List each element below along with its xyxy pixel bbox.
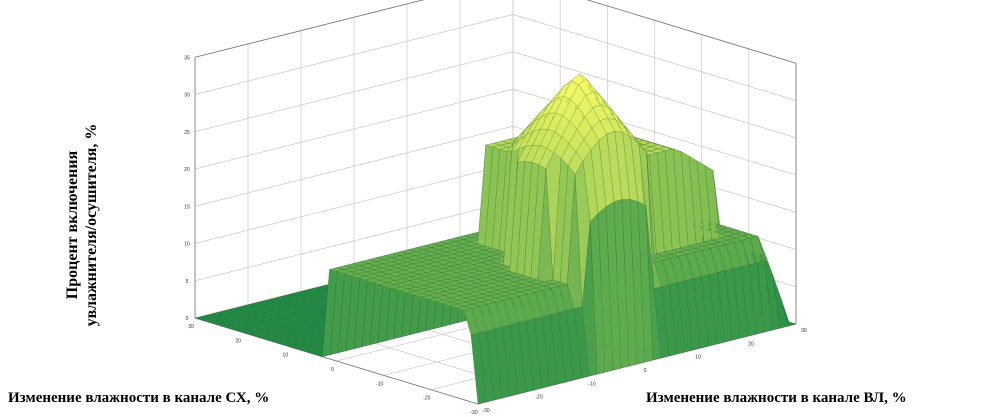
- y-tick-label: 10: [695, 355, 701, 361]
- y-tick-label: -20: [535, 395, 542, 401]
- z-tick-label: 20: [184, 167, 190, 173]
- z-tick-label: 10: [184, 242, 190, 248]
- z-axis-label-line-1: Процент включения: [64, 150, 81, 300]
- x-tick-label: -10: [376, 381, 383, 387]
- z-axis-label-line-2: увлажнителя/осушителя, %: [83, 123, 100, 327]
- axis-frame: [586, 0, 797, 64]
- tick-labels: 0 5 10 15 20 25 30 35 30 20 10 0 -10 -20 -30 -30 -20 -10 0…: [184, 55, 807, 416]
- x-tick-label: 0: [331, 367, 334, 373]
- y-tick-label: -30: [482, 408, 489, 414]
- x-tick-label: -30: [470, 410, 477, 416]
- z-tick-label: 0: [186, 316, 189, 322]
- y-tick-label: 30: [801, 328, 807, 334]
- y-tick-label: 0: [644, 368, 647, 374]
- surface-mesh: [194, 73, 797, 405]
- axis-frame: [194, 0, 425, 58]
- x-tick-label: 20: [235, 338, 241, 344]
- x-tick-label: -20: [423, 396, 430, 402]
- z-tick-label: 5: [186, 279, 189, 285]
- surface-face: [780, 298, 797, 327]
- z-tick-label: 30: [184, 93, 190, 99]
- z-axis-label: Процент включения увлажнителя/осушителя,…: [63, 124, 101, 327]
- y-tick-label: 20: [748, 341, 754, 347]
- y-axis-label: Изменение влажности в канале ВЛ, %: [646, 390, 907, 406]
- y-tick-label: -10: [588, 381, 595, 387]
- z-tick-label: 35: [184, 55, 190, 61]
- x-tick-label: 30: [188, 324, 194, 330]
- x-tick-label: 10: [283, 353, 289, 359]
- z-axis-label-container: Процент включения увлажнителя/осушителя,…: [52, 95, 112, 355]
- z-tick-label: 25: [184, 130, 190, 136]
- z-tick-label: 15: [184, 204, 190, 210]
- x-axis-label: Изменение влажности в канале СХ, %: [8, 390, 270, 406]
